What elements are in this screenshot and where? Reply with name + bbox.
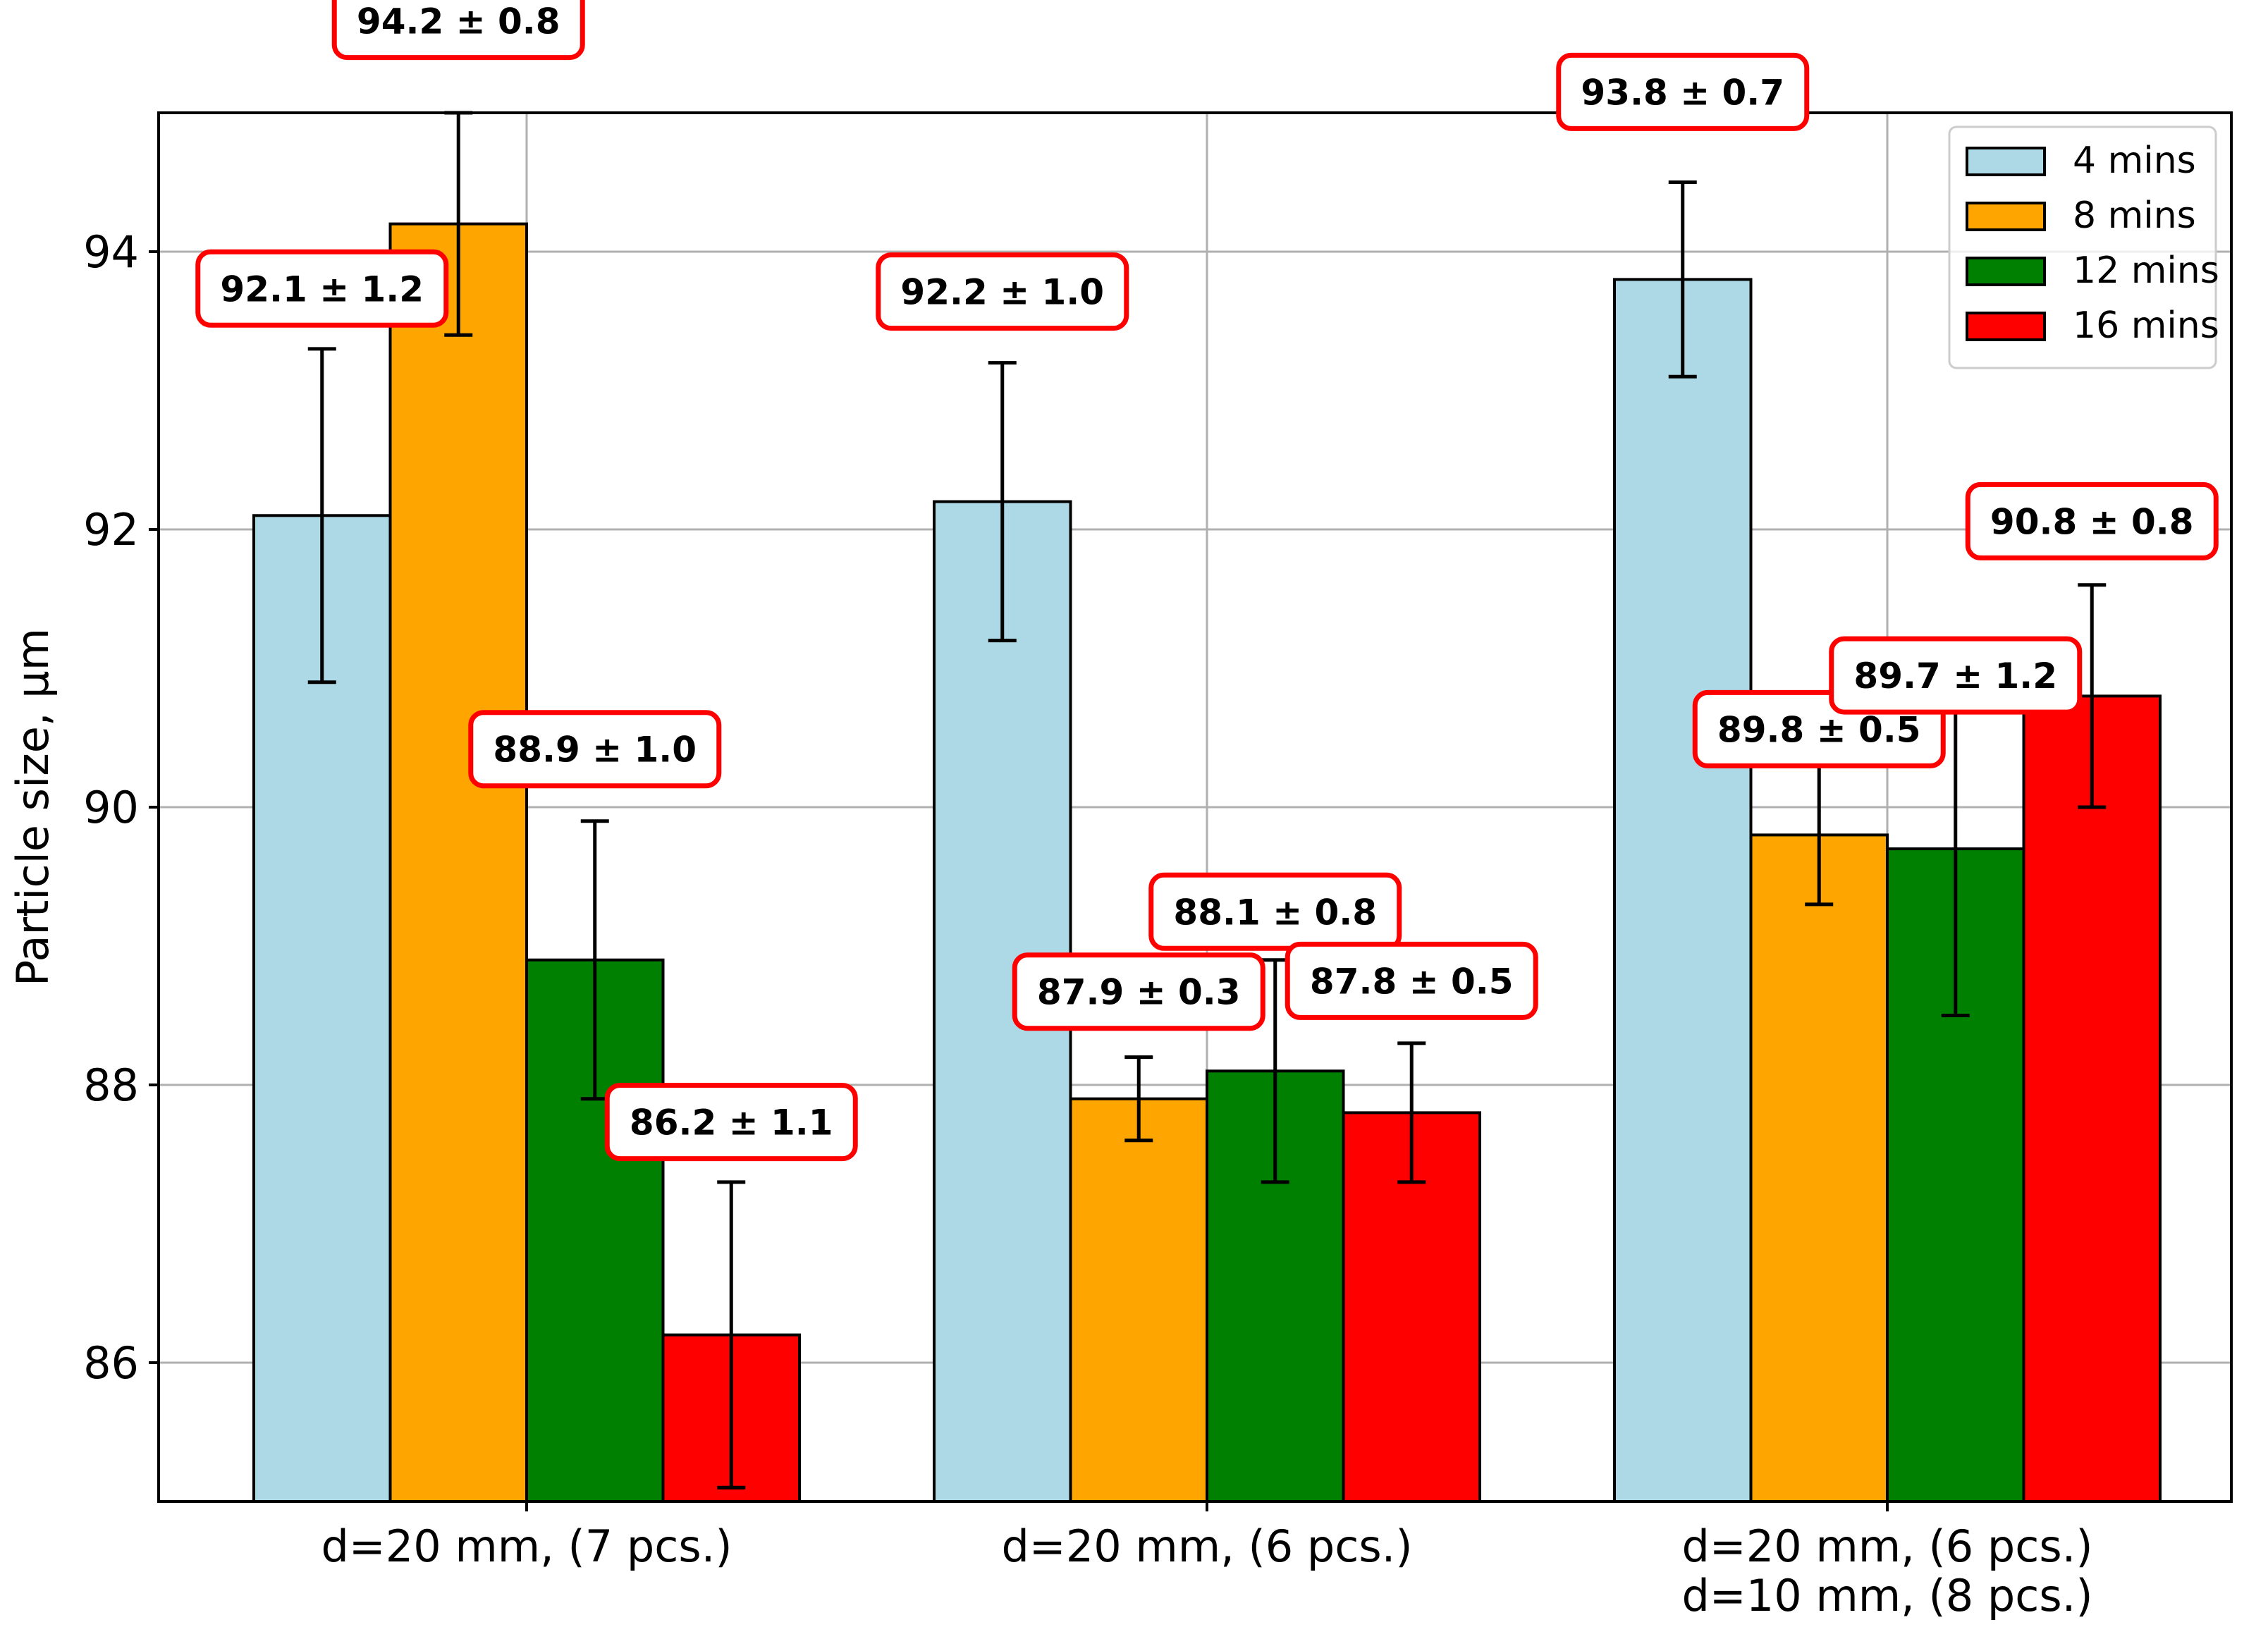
error-bar bbox=[580, 819, 609, 1101]
error-bar bbox=[1124, 1055, 1153, 1143]
value-label: 90.8 ± 0.8 bbox=[1965, 481, 2219, 560]
legend-swatch bbox=[1966, 147, 2046, 176]
bar-8-mins-group-3 bbox=[1749, 833, 1889, 1503]
y-tick-label: 92 bbox=[83, 504, 139, 555]
svg-text:94.2 ± 0.8: 94.2 ± 0.8 bbox=[357, 1, 560, 42]
value-label: 94.2 ± 0.8 bbox=[331, 0, 585, 61]
y-tick-label: 94 bbox=[83, 226, 139, 278]
value-label: 88.1 ± 0.8 bbox=[1148, 872, 1402, 951]
y-tick-label: 90 bbox=[83, 782, 139, 833]
svg-text:89.7 ± 1.2: 89.7 ± 1.2 bbox=[1853, 656, 2057, 696]
legend-label: 4 mins bbox=[2073, 140, 2196, 182]
error-bar bbox=[2078, 583, 2107, 809]
value-label: 92.1 ± 1.2 bbox=[195, 249, 449, 328]
value-label: 92.2 ± 1.0 bbox=[876, 252, 1129, 331]
legend-label: 12 mins bbox=[2073, 250, 2219, 292]
y-axis-label: Particle size, µm bbox=[7, 628, 59, 986]
bars bbox=[252, 222, 2162, 1504]
bar-4-mins-group-3 bbox=[1613, 278, 1753, 1503]
bar-8-mins-group-1 bbox=[388, 222, 528, 1504]
legend-swatch bbox=[1966, 312, 2046, 341]
x-tick-label: d=20 mm, (7 pcs.) bbox=[321, 1521, 732, 1572]
legend-label: 16 mins bbox=[2073, 305, 2219, 347]
svg-text:92.2 ± 1.0: 92.2 ± 1.0 bbox=[900, 272, 1104, 313]
svg-text:88.1 ± 0.8: 88.1 ± 0.8 bbox=[1173, 892, 1377, 933]
x-tick-label: d=20 mm, (6 pcs.) bbox=[1001, 1521, 1412, 1572]
svg-text:89.8 ± 0.5: 89.8 ± 0.5 bbox=[1717, 709, 1921, 750]
legend-swatch bbox=[1966, 202, 2046, 231]
legend-swatch bbox=[1966, 257, 2046, 286]
error-bar bbox=[988, 361, 1017, 643]
value-label: 89.7 ± 1.2 bbox=[1829, 636, 2083, 715]
error-bar bbox=[307, 347, 336, 685]
svg-text:87.9 ± 0.3: 87.9 ± 0.3 bbox=[1037, 972, 1241, 1013]
legend-frame bbox=[1948, 125, 2217, 369]
value-label: 86.2 ± 1.1 bbox=[604, 1083, 858, 1162]
svg-text:88.9 ± 1.0: 88.9 ± 1.0 bbox=[493, 730, 697, 771]
value-annotations: 92.1 ± 1.2 92.2 ± 1.0 93.8 ± 0.7 94.2 ± 0.8… bbox=[195, 0, 2219, 1162]
svg-text:93.8 ± 0.7: 93.8 ± 0.7 bbox=[1581, 72, 1784, 113]
x-tick-label: d=20 mm, (6 pcs.) bbox=[1681, 1521, 2092, 1572]
bar-16-mins-group-3 bbox=[2022, 694, 2162, 1503]
error-bar bbox=[1261, 958, 1289, 1184]
svg-text:86.2 ± 1.1: 86.2 ± 1.1 bbox=[630, 1103, 833, 1143]
svg-text:90.8 ± 0.8: 90.8 ± 0.8 bbox=[1990, 501, 2194, 542]
y-tick-label: 88 bbox=[83, 1060, 139, 1111]
value-label: 87.8 ± 0.5 bbox=[1285, 941, 1538, 1020]
x-tick-label: d=10 mm, (8 pcs.) bbox=[1681, 1570, 2092, 1621]
value-label: 88.9 ± 1.0 bbox=[468, 710, 722, 789]
value-label: 87.9 ± 0.3 bbox=[1012, 952, 1265, 1031]
error-bar bbox=[1668, 180, 1697, 379]
axis-ticks: 86 88 90 92 94 d=20 mm, (7 pcs.) d=20 mm, (6 p… bbox=[83, 226, 2092, 1621]
bar-8-mins-group-2 bbox=[1069, 1097, 1208, 1503]
legend-label: 8 mins bbox=[2073, 195, 2196, 237]
error-bar bbox=[717, 1180, 746, 1490]
y-tick-label: 86 bbox=[83, 1337, 139, 1389]
svg-text:92.1 ± 1.2: 92.1 ± 1.2 bbox=[220, 269, 424, 309]
error-bars bbox=[307, 111, 2107, 1490]
error-bar bbox=[1397, 1041, 1426, 1184]
legend: 4 mins 8 mins 12 mins 16 mins bbox=[1948, 125, 2219, 369]
svg-text:87.8 ± 0.5: 87.8 ± 0.5 bbox=[1310, 961, 1514, 1002]
value-label: 93.8 ± 0.7 bbox=[1556, 52, 1810, 131]
